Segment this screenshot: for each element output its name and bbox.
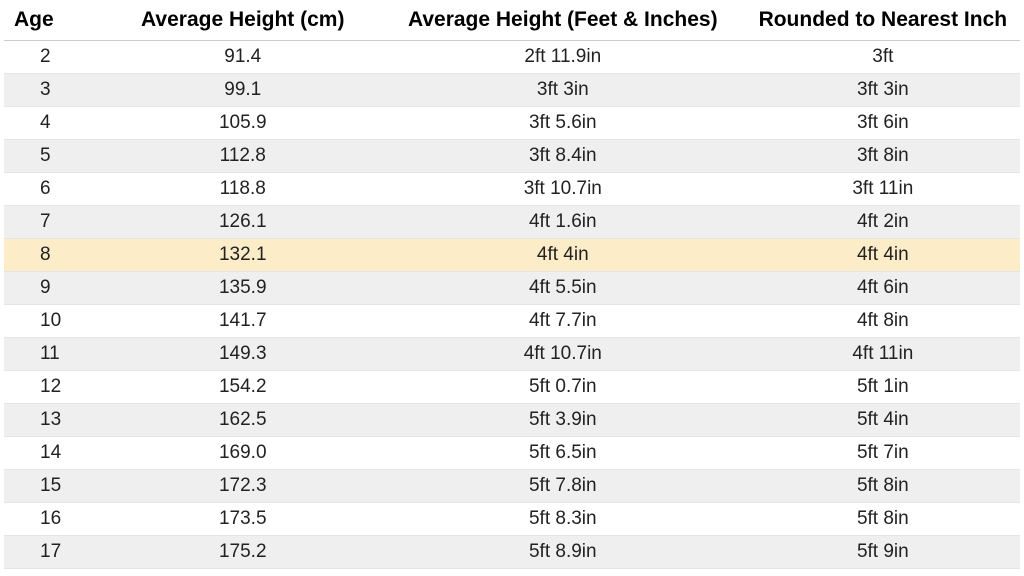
col-header-height-rounded: Rounded to Nearest Inch bbox=[746, 2, 1020, 41]
table-cell: 5ft 3.9in bbox=[380, 404, 746, 437]
table-cell: 173.5 bbox=[106, 503, 380, 536]
table-cell: 3ft 3in bbox=[746, 74, 1020, 107]
table-cell: 3ft 11in bbox=[746, 173, 1020, 206]
table-cell: 18 bbox=[4, 569, 106, 576]
table-cell: 5ft 7in bbox=[746, 437, 1020, 470]
table-cell: 5ft 1in bbox=[746, 371, 1020, 404]
table-cell: 17 bbox=[4, 536, 106, 569]
table-row: 291.42ft 11.9in3ft bbox=[4, 41, 1020, 74]
table-row: 14169.05ft 6.5in5ft 7in bbox=[4, 437, 1020, 470]
table-cell: 8 bbox=[4, 239, 106, 272]
table-row: 10141.74ft 7.7in4ft 8in bbox=[4, 305, 1020, 338]
table-cell: 12 bbox=[4, 371, 106, 404]
table-row: 16173.55ft 8.3in5ft 8in bbox=[4, 503, 1020, 536]
table-cell: 175.2 bbox=[106, 569, 380, 576]
table-cell: 4ft 4in bbox=[380, 239, 746, 272]
table-cell: 5ft 8in bbox=[746, 470, 1020, 503]
table-cell: 112.8 bbox=[106, 140, 380, 173]
table-cell: 4ft 10.7in bbox=[380, 338, 746, 371]
table-row: 11149.34ft 10.7in4ft 11in bbox=[4, 338, 1020, 371]
table-row: 17175.25ft 8.9in5ft 9in bbox=[4, 536, 1020, 569]
table-body: 291.42ft 11.9in3ft399.13ft 3in3ft 3in410… bbox=[4, 41, 1020, 576]
table-cell: 4ft 11in bbox=[746, 338, 1020, 371]
col-header-height-cm: Average Height (cm) bbox=[106, 2, 380, 41]
table-cell: 5ft 8.9in bbox=[380, 569, 746, 576]
table-row: 5112.83ft 8.4in3ft 8in bbox=[4, 140, 1020, 173]
table-cell: 141.7 bbox=[106, 305, 380, 338]
table-cell: 154.2 bbox=[106, 371, 380, 404]
table-cell: 9 bbox=[4, 272, 106, 305]
table-cell: 3ft 8.4in bbox=[380, 140, 746, 173]
table-cell: 3ft 3in bbox=[380, 74, 746, 107]
table-cell: 2ft 11.9in bbox=[380, 41, 746, 74]
table-row: 13162.55ft 3.9in5ft 4in bbox=[4, 404, 1020, 437]
table-cell: 15 bbox=[4, 470, 106, 503]
table-cell: 4ft 6in bbox=[746, 272, 1020, 305]
table-header-row: Age Average Height (cm) Average Height (… bbox=[4, 2, 1020, 41]
table-cell: 4ft 4in bbox=[746, 239, 1020, 272]
table-cell: 5ft 9in bbox=[746, 569, 1020, 576]
table-cell: 175.2 bbox=[106, 536, 380, 569]
table-cell: 105.9 bbox=[106, 107, 380, 140]
table-cell: 4 bbox=[4, 107, 106, 140]
col-header-height-ftin: Average Height (Feet & Inches) bbox=[380, 2, 746, 41]
table-cell: 162.5 bbox=[106, 404, 380, 437]
table-cell: 4ft 1.6in bbox=[380, 206, 746, 239]
table-cell: 5ft 9in bbox=[746, 536, 1020, 569]
table-cell: 5ft 8.3in bbox=[380, 503, 746, 536]
table-row: 9135.94ft 5.5in4ft 6in bbox=[4, 272, 1020, 305]
table-cell: 5ft 8.9in bbox=[380, 536, 746, 569]
table-cell: 4ft 2in bbox=[746, 206, 1020, 239]
table-cell: 172.3 bbox=[106, 470, 380, 503]
table-cell: 4ft 7.7in bbox=[380, 305, 746, 338]
table-row: 18175.25ft 8.9in5ft 9in bbox=[4, 569, 1020, 576]
table-cell: 7 bbox=[4, 206, 106, 239]
table-row: 15172.35ft 7.8in5ft 8in bbox=[4, 470, 1020, 503]
table-cell: 3 bbox=[4, 74, 106, 107]
table-cell: 91.4 bbox=[106, 41, 380, 74]
table-cell: 5ft 4in bbox=[746, 404, 1020, 437]
table-cell: 13 bbox=[4, 404, 106, 437]
table-row: 6118.83ft 10.7in3ft 11in bbox=[4, 173, 1020, 206]
table-cell: 5 bbox=[4, 140, 106, 173]
table-cell: 126.1 bbox=[106, 206, 380, 239]
table-cell: 3ft bbox=[746, 41, 1020, 74]
table-cell: 6 bbox=[4, 173, 106, 206]
table-cell: 132.1 bbox=[106, 239, 380, 272]
table-cell: 5ft 0.7in bbox=[380, 371, 746, 404]
table-row: 4105.93ft 5.6in3ft 6in bbox=[4, 107, 1020, 140]
table-cell: 5ft 7.8in bbox=[380, 470, 746, 503]
table-cell: 169.0 bbox=[106, 437, 380, 470]
table-cell: 14 bbox=[4, 437, 106, 470]
table-row: 8132.14ft 4in4ft 4in bbox=[4, 239, 1020, 272]
table-cell: 2 bbox=[4, 41, 106, 74]
table-cell: 10 bbox=[4, 305, 106, 338]
table-cell: 3ft 10.7in bbox=[380, 173, 746, 206]
col-header-age: Age bbox=[4, 2, 106, 41]
table-row: 399.13ft 3in3ft 3in bbox=[4, 74, 1020, 107]
table-cell: 135.9 bbox=[106, 272, 380, 305]
table-row: 7126.14ft 1.6in4ft 2in bbox=[4, 206, 1020, 239]
table-cell: 149.3 bbox=[106, 338, 380, 371]
table-row: 12154.25ft 0.7in5ft 1in bbox=[4, 371, 1020, 404]
table-cell: 118.8 bbox=[106, 173, 380, 206]
table-cell: 5ft 8in bbox=[746, 503, 1020, 536]
table-cell: 16 bbox=[4, 503, 106, 536]
table-cell: 4ft 8in bbox=[746, 305, 1020, 338]
table-cell: 11 bbox=[4, 338, 106, 371]
table-cell: 4ft 5.5in bbox=[380, 272, 746, 305]
table-cell: 99.1 bbox=[106, 74, 380, 107]
table-cell: 3ft 8in bbox=[746, 140, 1020, 173]
table-cell: 3ft 6in bbox=[746, 107, 1020, 140]
table-cell: 5ft 6.5in bbox=[380, 437, 746, 470]
height-by-age-table: Age Average Height (cm) Average Height (… bbox=[4, 2, 1020, 576]
table-cell: 3ft 5.6in bbox=[380, 107, 746, 140]
